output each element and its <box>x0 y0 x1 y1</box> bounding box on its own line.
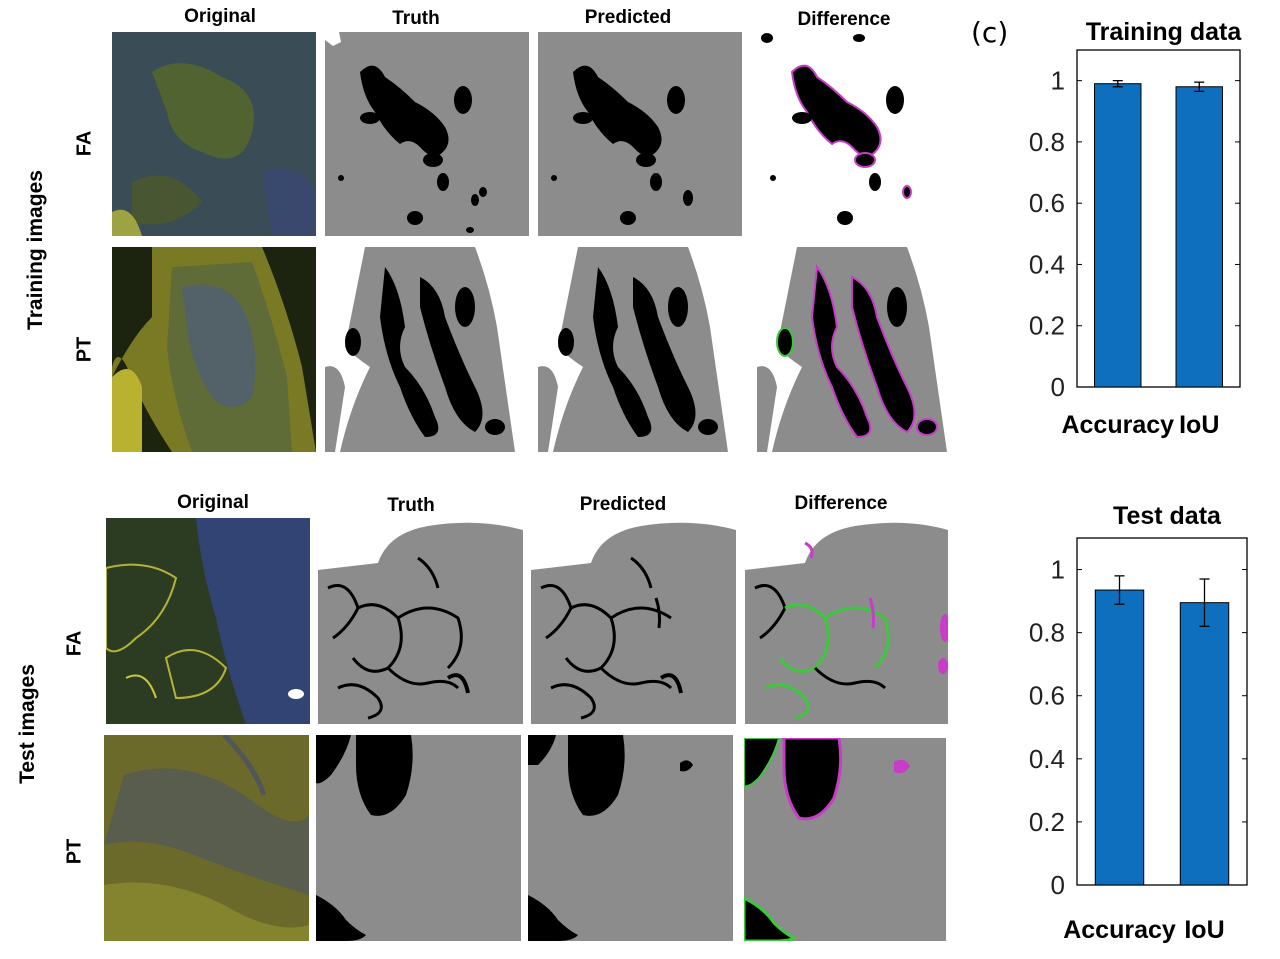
train-col-difference: Difference <box>797 9 891 30</box>
training-ytick-label: 1 <box>1051 66 1065 96</box>
training-data-chart: Training data 0 0.2 0.4 0.6 0.8 1 Accuracy IoU <box>985 10 1275 455</box>
test-fa-predicted-mask <box>531 518 736 724</box>
test-ytick-label: 0.8 <box>1029 618 1065 648</box>
test-category-label: Accuracy <box>1063 916 1176 944</box>
test-col-difference: Difference <box>794 493 888 514</box>
test-pt-difference-map <box>744 738 946 941</box>
training-bar-accuracy <box>1094 83 1142 388</box>
test-ytick-label: 0.4 <box>1029 744 1065 774</box>
test-chart-title: Test data <box>1113 502 1222 530</box>
training-images-label: Training images <box>24 170 47 330</box>
train-fa-predicted-mask <box>538 32 742 236</box>
train-col-original: Original <box>184 6 256 27</box>
train-fa-original-image <box>112 32 316 236</box>
training-ytick-label: 0.2 <box>1029 311 1065 341</box>
training-ytick-label: 0 <box>1051 372 1065 402</box>
test-plot-frame <box>1076 537 1248 886</box>
training-bar-iou <box>1175 86 1223 388</box>
train-row-fa: FA <box>73 130 96 157</box>
training-chart-title: Training data <box>1086 18 1243 46</box>
training-category-label: IoU <box>1179 411 1219 439</box>
test-row-pt: PT <box>63 838 86 865</box>
training-category-label: Accuracy <box>1061 411 1174 439</box>
test-images-label: Test images <box>16 664 39 784</box>
test-fa-truth-mask <box>318 518 523 724</box>
test-data-chart: Test data 0 0.2 0.4 0.6 0.8 1 Accuracy IoU <box>985 495 1275 950</box>
training-ytick-label: 0.6 <box>1029 188 1065 218</box>
test-ytick-label: 1 <box>1051 555 1065 585</box>
train-pt-predicted-mask <box>538 247 742 452</box>
test-col-truth: Truth <box>387 495 435 516</box>
test-row-fa: FA <box>63 630 86 657</box>
train-col-truth: Truth <box>392 8 440 29</box>
test-fa-original-image <box>106 518 310 724</box>
test-data-chart-svg: Test data 0 0.2 0.4 0.6 0.8 1 Accuracy IoU <box>1029 502 1248 944</box>
test-fa-difference-map <box>745 518 948 724</box>
train-pt-difference-map <box>757 247 957 452</box>
test-ytick-label: 0.2 <box>1029 807 1065 837</box>
test-bar-accuracy <box>1094 589 1145 886</box>
train-fa-difference-map <box>757 32 957 236</box>
training-ytick-label: 0.4 <box>1029 249 1065 279</box>
test-col-original: Original <box>177 492 249 513</box>
panel-label-c: (c) <box>971 16 1009 49</box>
train-fa-truth-mask <box>325 32 529 236</box>
train-pt-original-image <box>112 247 316 452</box>
train-row-pt: PT <box>73 336 96 363</box>
test-ytick-label: 0 <box>1051 870 1065 900</box>
test-category-label: IoU <box>1184 916 1224 944</box>
training-plot-frame <box>1076 49 1241 388</box>
training-ytick-label: 0.8 <box>1029 127 1065 157</box>
test-pt-predicted-mask <box>528 735 733 941</box>
training-data-chart-svg: Training data 0 0.2 0.4 0.6 0.8 1 Accuracy IoU <box>1029 18 1243 439</box>
train-pt-truth-mask <box>325 247 529 452</box>
test-bar-iou <box>1179 602 1230 886</box>
test-pt-truth-mask <box>316 735 521 941</box>
train-col-predicted: Predicted <box>584 7 672 28</box>
test-pt-original-image <box>104 735 309 941</box>
test-ytick-label: 0.6 <box>1029 681 1065 711</box>
test-col-predicted: Predicted <box>579 494 667 515</box>
